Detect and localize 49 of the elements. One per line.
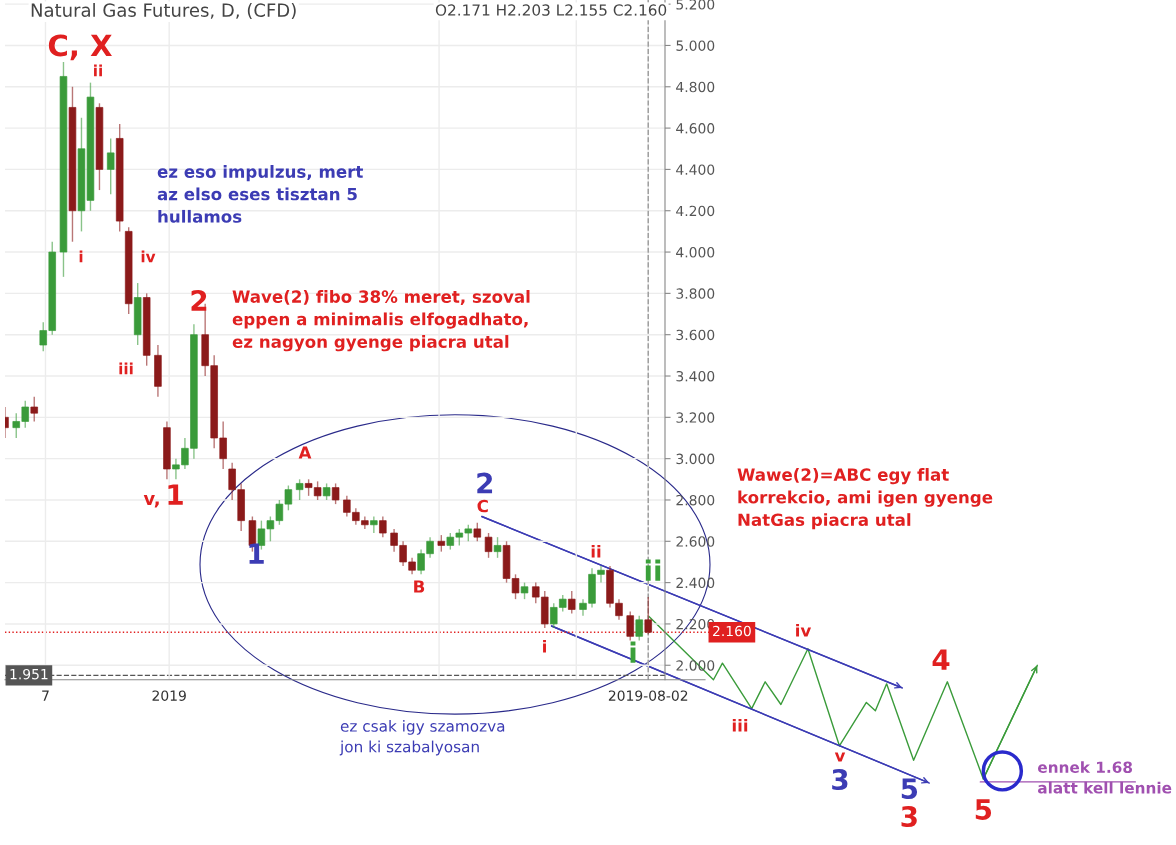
annotation: 2	[191, 290, 207, 311]
annotation: C	[477, 499, 488, 513]
y-tick-label: 4.400	[676, 164, 715, 175]
annotation: iii	[732, 718, 748, 732]
y-tick-label: 4.800	[676, 81, 715, 93]
annotation: 1	[168, 484, 183, 505]
x-tick-label: 7	[42, 690, 49, 701]
y-tick-label: 3.000	[676, 453, 715, 465]
annotation: ii	[94, 64, 102, 77]
annotation: 5	[901, 778, 918, 800]
annotation: ez csak igy szamozva jon ki szabalyosan	[339, 720, 505, 756]
y-tick-label: 5.200	[676, 0, 715, 10]
annotation: ii	[591, 544, 601, 558]
annotation: Wave(2) fibo 38% meret, szoval eppen a minimalis elfogadhato, ez nagyon gyenge piacra utal	[232, 290, 530, 352]
annotation: 3	[901, 806, 917, 828]
x-tick-label: 2019-08-02	[608, 690, 688, 701]
annotation: C, X	[48, 34, 112, 61]
y-tick-label: 4.600	[676, 123, 715, 134]
annotation: B	[414, 580, 425, 593]
y-tick-label: 4.000	[676, 247, 715, 258]
annotation: i	[630, 641, 636, 663]
y-tick-label: 4.200	[676, 205, 715, 217]
ref-line-label: 2.160	[713, 625, 751, 637]
annotation: ez eso impulzus, mert az elso eses tisztan 5 hullamos	[157, 165, 363, 223]
annotation: 4	[932, 649, 950, 670]
y-tick-label: 3.600	[676, 329, 715, 341]
annotation: iv	[796, 623, 812, 637]
annotation: 2	[477, 472, 493, 494]
annotation: iv	[141, 250, 156, 263]
chart-title: Natural Gas Futures, D, (CFD)	[31, 3, 296, 20]
annotation: 3	[832, 769, 848, 791]
annotation: 5	[975, 799, 992, 820]
y-tick-label: 3.800	[676, 288, 715, 299]
y-tick-label: 3.200	[676, 412, 715, 423]
chart-subtitle: O2.171 H2.203 L2.155 C2.160	[435, 4, 667, 16]
annotation: iii	[119, 362, 133, 375]
x-tick-label: 2019	[152, 690, 186, 701]
annotation: ii	[645, 559, 661, 581]
ref-line-label: 1.951	[10, 668, 48, 680]
annotation: i	[543, 639, 546, 653]
annotation: 1	[249, 543, 264, 564]
y-tick-label: 3.400	[676, 370, 715, 382]
annotation: i	[79, 250, 83, 263]
annotation: v,	[143, 495, 159, 508]
annotation: ennek 1.68 alatt kell lennie	[1037, 761, 1172, 794]
annotation: A	[298, 446, 312, 459]
annotation: v	[834, 752, 846, 762]
y-tick-label: 5.000	[676, 40, 715, 51]
annotation: Wawe(2)=ABC egy flat korrekcio, ami igen gyenge NatGas piacra utal	[737, 468, 993, 530]
